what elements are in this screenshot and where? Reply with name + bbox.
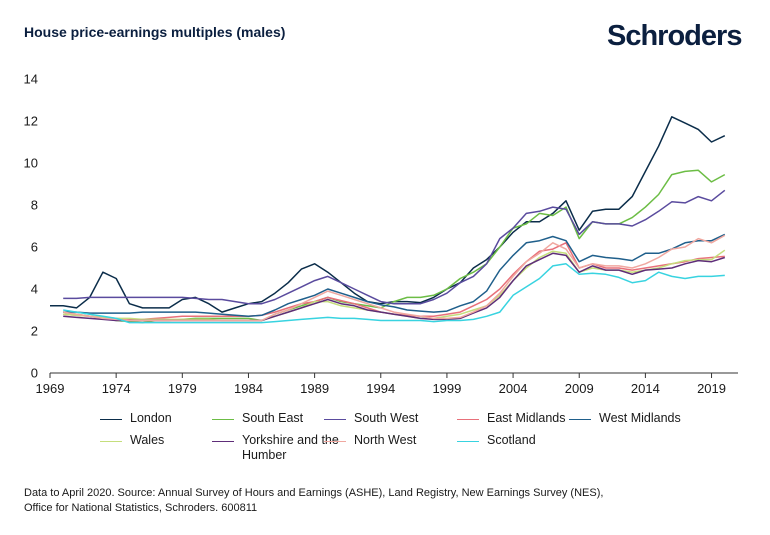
legend-item: West Midlands — [569, 411, 709, 426]
y-tick-label: 12 — [24, 114, 38, 129]
source-note: Data to April 2020. Source: Annual Surve… — [24, 486, 744, 516]
x-axis-ticks: 1969 1974 1979 1984 1989 1994 1999 2004 2009 2014… — [36, 373, 726, 396]
series-line-wales — [63, 249, 726, 322]
legend-item: East Midlands — [457, 411, 597, 426]
y-tick-label: 6 — [31, 240, 38, 255]
brand-logo: Schroders — [607, 20, 742, 52]
x-tick-label: 1974 — [102, 381, 131, 396]
y-tick-label: 0 — [31, 366, 38, 381]
legend-label: Scotland — [487, 433, 536, 447]
legend-label: Yorkshire and the Humber — [242, 433, 339, 462]
legend-swatch — [569, 419, 591, 420]
legend-label: East Midlands — [487, 411, 566, 425]
y-axis-ticks: 0 2 4 6 8 10 12 14 — [24, 72, 38, 381]
legend-label: London — [130, 411, 172, 425]
legend-swatch — [100, 441, 122, 442]
x-tick-label: 2014 — [631, 381, 660, 396]
series-line-london — [50, 116, 726, 313]
legend-item: South West — [324, 411, 464, 426]
x-tick-label: 2004 — [499, 381, 528, 396]
x-tick-label: 2019 — [697, 381, 726, 396]
x-tick-label: 1979 — [168, 381, 197, 396]
series-line-south-west — [63, 189, 726, 305]
legend-item: London — [100, 411, 240, 426]
x-tick-label: 1989 — [300, 381, 329, 396]
x-tick-label: 1984 — [234, 381, 263, 396]
legend-item: North West — [324, 433, 464, 448]
series-line-north-west — [63, 234, 726, 322]
page-title: House price-earnings multiples (males) — [24, 24, 286, 40]
legend-swatch — [212, 441, 234, 442]
series-lines — [50, 116, 726, 324]
series-line-scotland — [63, 263, 725, 324]
x-tick-label: 2009 — [565, 381, 594, 396]
legend-item: Yorkshire and the Humber — [212, 433, 342, 463]
series-line-yorkshire-and-the-humber — [63, 252, 726, 322]
x-tick-label: 1994 — [366, 381, 395, 396]
legend-swatch — [457, 441, 479, 442]
series-line-south-east — [63, 169, 726, 324]
legend-item: Scotland — [457, 433, 597, 448]
legend-swatch — [324, 441, 346, 442]
legend-label: North West — [354, 433, 417, 447]
series-line-west-midlands — [63, 233, 726, 318]
legend-label: South East — [242, 411, 304, 425]
source-line-2: Office for National Statistics, Schroder… — [24, 502, 258, 514]
legend-swatch — [212, 419, 234, 420]
source-line-1: Data to April 2020. Source: Annual Surve… — [24, 487, 604, 499]
y-tick-label: 4 — [31, 282, 38, 297]
x-tick-label: 1999 — [432, 381, 461, 396]
legend-swatch — [324, 419, 346, 420]
legend-label: South West — [354, 411, 419, 425]
x-tick-label: 1969 — [36, 381, 65, 396]
y-tick-label: 2 — [31, 324, 38, 339]
legend-label: Wales — [130, 433, 165, 447]
legend-item: Wales — [100, 433, 240, 448]
legend-swatch — [100, 419, 122, 420]
legend-item: South East — [212, 411, 352, 426]
legend-swatch — [457, 419, 479, 420]
y-tick-label: 8 — [31, 198, 38, 213]
legend-label: West Midlands — [599, 411, 681, 425]
y-tick-label: 14 — [24, 72, 38, 87]
y-tick-label: 10 — [24, 156, 38, 171]
